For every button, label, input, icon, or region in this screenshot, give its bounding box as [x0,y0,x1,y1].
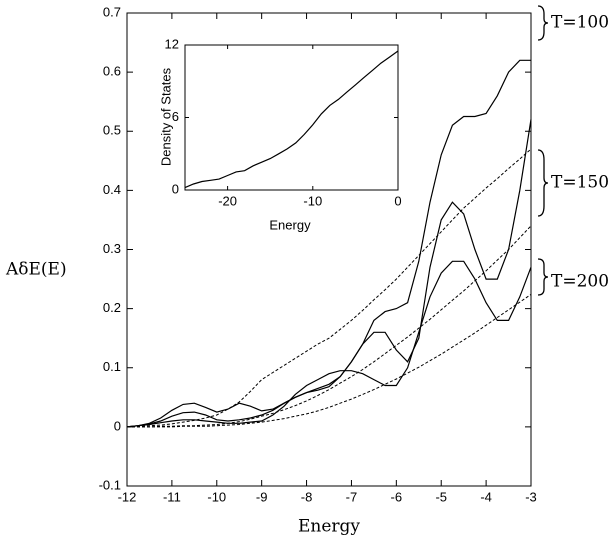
x-tick-label: -3 [525,489,537,504]
y-tick-label: 0.3 [103,241,121,256]
line-series [126,260,532,428]
y-tick-label: 6 [172,109,179,124]
y-tick-label: 0.5 [103,123,121,138]
y-tick-label: 12 [165,36,179,51]
x-tick-label: -11 [163,489,181,504]
y-tick-label: -0.1 [99,477,121,492]
annotation: T=150 [551,173,609,193]
line-series [126,59,531,428]
line-series [126,148,532,428]
bracket [537,258,549,296]
x-tick-label: -10 [303,193,322,208]
x-tick-label: -10 [207,489,226,504]
y-axis-label: AδE(E) [5,260,67,280]
line-series [127,293,532,428]
annotation: T=200 [551,272,609,292]
inset-y-label: Density of States [158,67,173,166]
y-tick-label: 0.4 [103,182,121,197]
y-tick-label: 0 [172,181,179,196]
y-tick-label: 0.6 [103,64,121,79]
x-tick-label: -5 [435,489,447,504]
x-tick-label: -6 [391,489,403,504]
inset-frame [184,44,399,191]
y-tick-label: 0 [114,418,121,433]
inset-x-label: Energy [269,217,311,232]
line-series [127,225,532,428]
x-tick-label: -12 [118,489,137,504]
x-tick-label: -7 [346,489,358,504]
y-tick-label: 0.2 [103,300,121,315]
x-tick-label: -8 [301,489,313,504]
x-tick-label: -4 [480,489,492,504]
x-tick-label: -9 [256,489,268,504]
y-tick-label: 0.1 [103,359,121,374]
line-series [126,119,532,428]
y-tick-label: 0.7 [103,4,121,19]
annotation: T=100 [551,13,609,33]
bracket [537,149,549,217]
line-series [184,50,399,189]
x-tick-label: 0 [394,193,401,208]
x-axis-label: Energy [298,517,360,537]
bracket [537,5,549,41]
x-tick-label: -20 [218,193,237,208]
